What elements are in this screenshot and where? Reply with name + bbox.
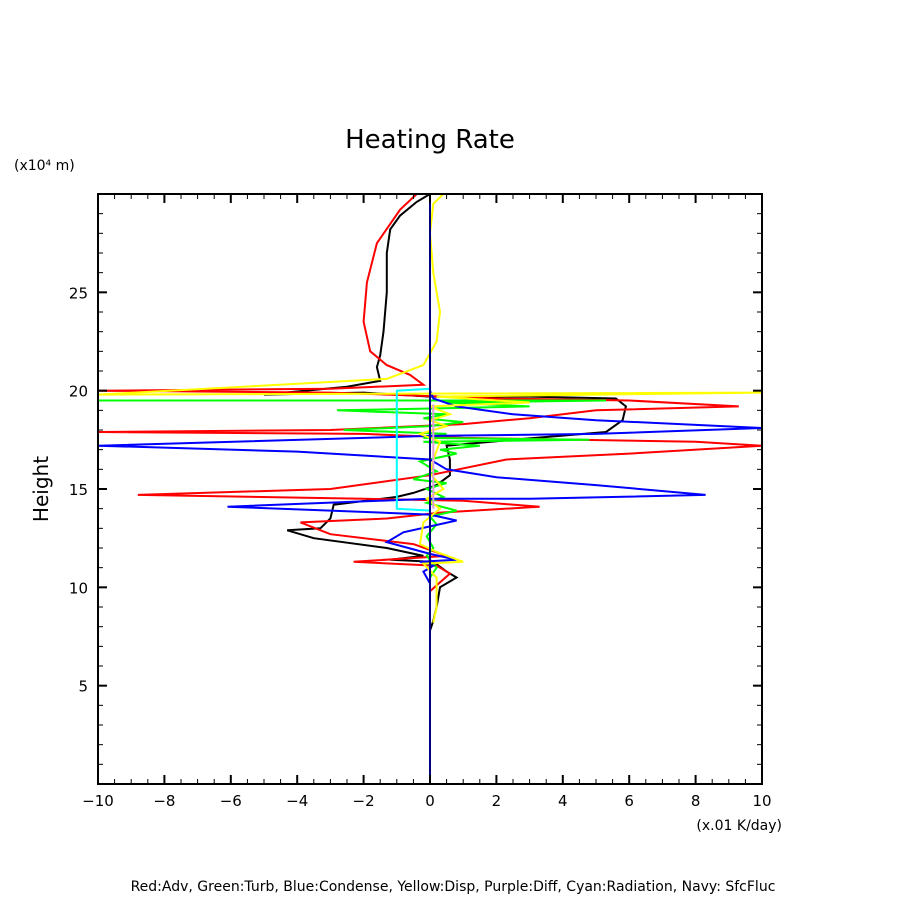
chart-title: Heating Rate <box>345 125 515 155</box>
x-tick-label: 2 <box>492 792 502 810</box>
series-line-total <box>263 194 628 631</box>
x-unit-label: (x.01 K/day) <box>696 818 782 834</box>
series-line-yellow-disp <box>98 194 762 623</box>
series-line-blue-condense <box>98 390 762 584</box>
y-tick-label: 10 <box>69 579 88 597</box>
x-tick-label: 10 <box>752 792 771 810</box>
axes-layer: −10 −8 −6 −4 −2 0 2 4 6 8 10 5 10 15 20 25 <box>69 193 772 810</box>
x-tick-label: 0 <box>425 792 435 810</box>
x-tick-label: 8 <box>691 792 701 810</box>
series-line-cyan-radiation <box>395 387 431 512</box>
y-axis-title: Height <box>29 456 53 522</box>
x-tick-label: −2 <box>353 792 375 810</box>
x-tick-label: 4 <box>558 792 568 810</box>
series-line-green-turb <box>98 399 607 579</box>
x-tick-label: −10 <box>82 792 114 810</box>
y-tick-label: 5 <box>78 678 88 696</box>
y-tick-label: 20 <box>69 383 88 401</box>
y-unit-label: (x10⁴ m) <box>14 158 75 174</box>
y-tick-label: 25 <box>69 284 88 302</box>
x-tick-label: 6 <box>624 792 634 810</box>
x-tick-label: −6 <box>220 792 242 810</box>
legend-text: Red:Adv, Green:Turb, Blue:Condense, Yell… <box>131 879 776 895</box>
x-tick-label: −8 <box>153 792 175 810</box>
x-tick-label: −4 <box>286 792 308 810</box>
y-tick-label: 15 <box>69 481 88 499</box>
series-layer <box>98 194 762 784</box>
